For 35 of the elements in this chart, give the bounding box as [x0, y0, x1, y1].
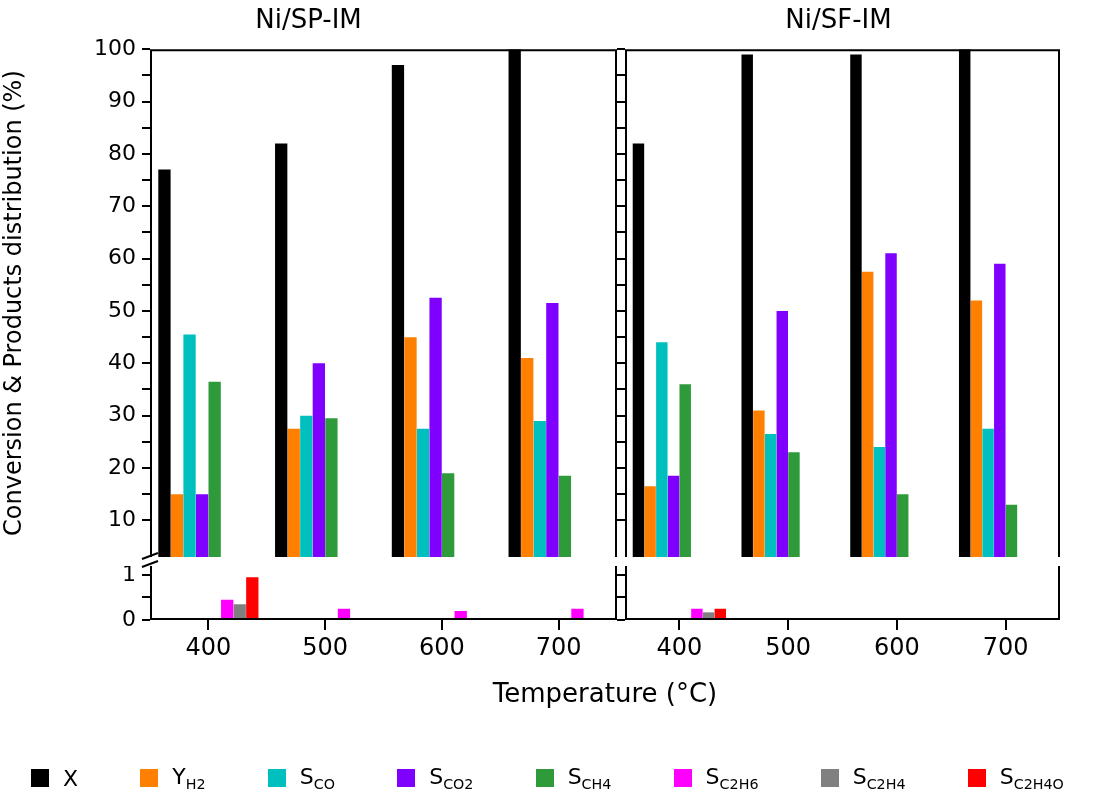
- legend-label: Y$_{H2}$: [172, 763, 206, 793]
- x-tick-label: 500: [765, 632, 812, 661]
- x-tick-label: 600: [873, 632, 920, 661]
- x-tick-label: 400: [656, 632, 703, 661]
- chart-title: Ni/SP-IM: [255, 4, 362, 35]
- legend-label: S$_{CO}$: [299, 763, 335, 793]
- y-tick-label: 0: [122, 605, 136, 631]
- x-tick-label: 600: [418, 632, 465, 661]
- y-tick-label: 50: [108, 296, 136, 322]
- y-tick-label: 70: [108, 191, 136, 217]
- x-tick-label: 400: [185, 632, 232, 661]
- bar: [571, 608, 584, 619]
- y-tick-label: 100: [94, 34, 136, 60]
- chart-title: Ni/SF-IM: [785, 4, 892, 35]
- y-tick-label: 60: [108, 244, 136, 270]
- legend-label: S$_{C2H4}$: [852, 763, 906, 793]
- x-tick-label: 700: [535, 632, 582, 661]
- legend-label: X: [63, 765, 79, 791]
- legend-label: S$_{C2H6}$: [705, 763, 759, 793]
- y-tick-label: 20: [108, 453, 136, 479]
- x-tick-label: 700: [982, 632, 1029, 661]
- y-tick-label: 80: [108, 139, 136, 165]
- y-tick-label: 10: [108, 506, 136, 532]
- bar: [246, 577, 259, 619]
- legend-label: S$_{CO2}$: [429, 763, 474, 793]
- legend-label: S$_{C2H4O}$: [999, 763, 1064, 793]
- x-tick-label: 500: [302, 632, 349, 661]
- legend-label: S$_{CH4}$: [567, 763, 612, 793]
- y-tick-label: 30: [108, 401, 136, 427]
- bar: [221, 599, 234, 619]
- bar: [233, 604, 246, 619]
- y-tick-label: 90: [108, 87, 136, 113]
- y-axis-title: Conversion & Products distribution (%): [0, 70, 27, 536]
- x-axis-title: Temperature (°C): [491, 678, 719, 708]
- y-tick-label: 40: [108, 349, 136, 375]
